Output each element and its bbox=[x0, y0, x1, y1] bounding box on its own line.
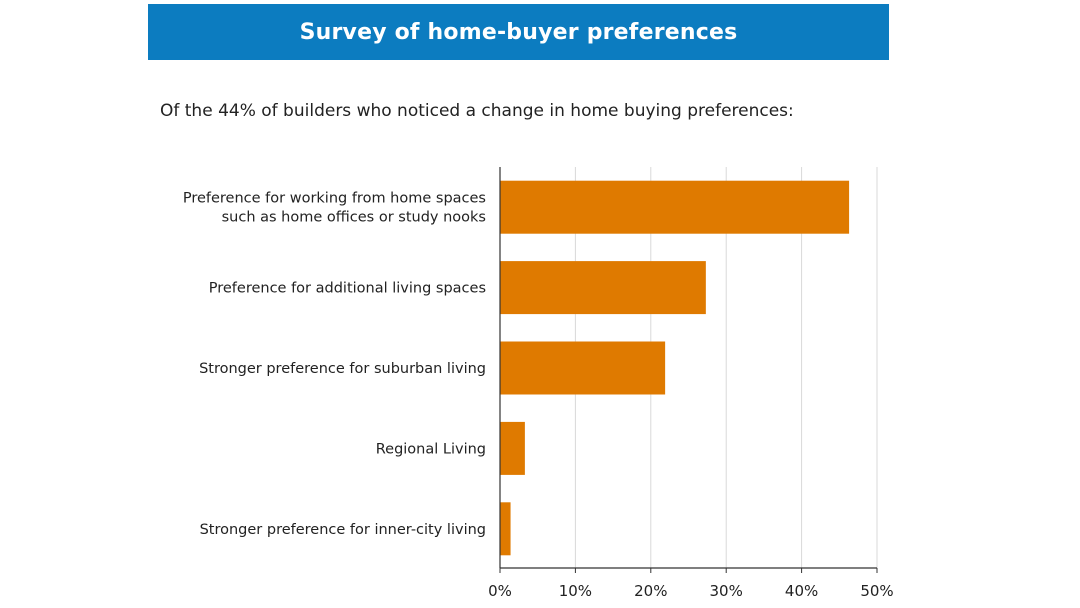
x-tick-label-20: 20% bbox=[634, 582, 667, 600]
category-label-5: Stronger preference for inner-city livin… bbox=[200, 522, 486, 538]
x-tick-label-0: 0% bbox=[488, 582, 512, 600]
category-label-4: Regional Living bbox=[376, 441, 486, 457]
chart-subtitle: Of the 44% of builders who noticed a cha… bbox=[160, 101, 794, 121]
x-tick-label-10: 10% bbox=[559, 582, 592, 600]
category-label-2: Preference for additional living spaces bbox=[209, 281, 486, 297]
bar-2 bbox=[500, 261, 706, 315]
x-tick-label-40: 40% bbox=[785, 582, 818, 600]
bar-4 bbox=[500, 421, 525, 475]
bar-5 bbox=[500, 502, 511, 556]
x-tick-label-30: 30% bbox=[710, 582, 743, 600]
category-label-1-line-1: Preference for working from home spaces bbox=[183, 191, 486, 207]
bar-1 bbox=[500, 180, 850, 234]
bar-3 bbox=[500, 341, 666, 395]
chart-title: Survey of home-buyer preferences bbox=[299, 19, 738, 45]
category-label-3: Stronger preference for suburban living bbox=[199, 361, 486, 377]
x-tick-label-50: 50% bbox=[860, 582, 893, 600]
category-label-1-line-2: such as home offices or study nooks bbox=[222, 210, 486, 226]
chart-header-band: Survey of home-buyer preferences bbox=[148, 4, 889, 60]
